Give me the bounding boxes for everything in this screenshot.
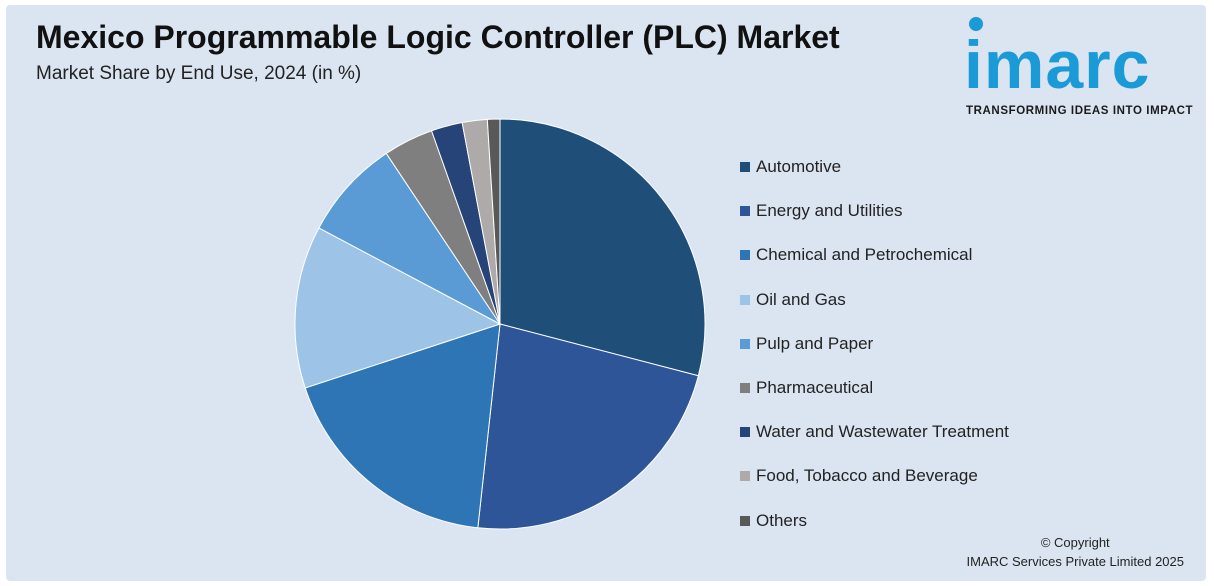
legend-item: Pharmaceutical (740, 366, 1009, 410)
legend-label: Automotive (756, 157, 842, 177)
legend-swatch (740, 294, 750, 305)
copyright-line-2: IMARC Services Private Limited 2025 (966, 554, 1184, 569)
legend-label: Oil and Gas (756, 289, 846, 309)
legend-swatch (740, 206, 750, 217)
logo-word: imarc (964, 27, 1151, 103)
logo-dot-icon (969, 17, 983, 31)
pie-slice-pulp-and-paper (318, 152, 501, 325)
legend-item: Automotive (740, 145, 1009, 189)
legend-item: Water and Wastewater Treatment (740, 410, 1009, 454)
pie-slice-energy-and-utilities (477, 323, 699, 530)
chart-subtitle: Market Share by End Use, 2024 (in %) (36, 63, 362, 84)
legend-swatch (740, 515, 750, 526)
legend-swatch (740, 383, 750, 394)
copyright-line-1: © Copyright (1040, 535, 1110, 550)
legend-item: Chemical and Petrochemical (740, 233, 1009, 277)
legend-label: Pharmaceutical (756, 378, 874, 398)
chart-title: Mexico Programmable Logic Controller (PL… (36, 19, 840, 55)
legend-item: Pulp and Paper (740, 322, 1009, 366)
chart-legend: Automotive Energy and Utilities Chemical a… (740, 145, 1009, 543)
logo-tagline: TRANSFORMING IDEAS INTO IMPACT (966, 105, 1194, 117)
copyright: © Copyright IMARC Services Private Limit… (967, 533, 1184, 571)
chart-card: Mexico Programmable Logic Controller (PL… (6, 5, 1206, 581)
legend-label: Water and Wastewater Treatment (756, 422, 1009, 442)
legend-swatch (740, 471, 750, 482)
legend-swatch (740, 338, 750, 349)
legend-label: Others (756, 510, 808, 530)
legend-item: Oil and Gas (740, 278, 1009, 322)
legend-swatch (740, 162, 750, 173)
pie-chart (294, 118, 706, 530)
legend-item: Others (740, 499, 1009, 543)
legend-swatch (740, 250, 750, 261)
legend-label: Pulp and Paper (756, 333, 874, 353)
imarc-logo: imarc TRANSFORMING IDEAS INTO IMPACT (956, 15, 1196, 123)
legend-item: Food, Tobacco and Beverage (740, 454, 1009, 498)
pie-slice-others (486, 118, 501, 325)
pie-slice-automotive (499, 118, 706, 377)
legend-item: Energy and Utilities (740, 189, 1009, 233)
legend-label: Food, Tobacco and Beverage (756, 466, 978, 486)
pie-slice-chemical-and-petrochemical (304, 323, 501, 529)
legend-swatch (740, 427, 750, 438)
legend-label: Energy and Utilities (756, 201, 903, 221)
pie-slice-oil-and-gas (294, 227, 502, 389)
legend-label: Chemical and Petrochemical (756, 245, 973, 265)
